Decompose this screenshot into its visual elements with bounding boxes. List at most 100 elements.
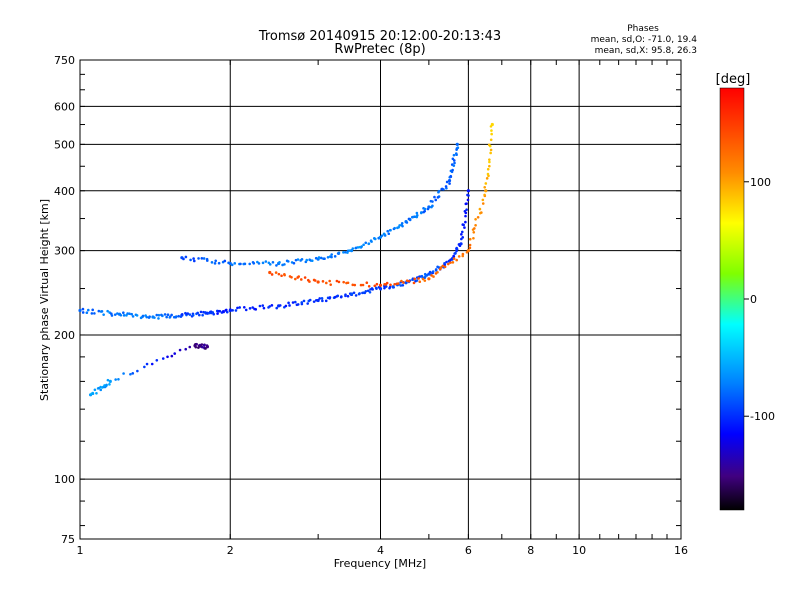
trace-point	[157, 317, 160, 320]
y-tick-label: 500	[54, 138, 75, 151]
data-points	[78, 122, 494, 397]
trace-point	[150, 362, 154, 366]
trace-point	[445, 180, 449, 184]
trace-point	[286, 260, 290, 263]
trace-point	[400, 279, 403, 283]
trace-point	[275, 306, 279, 310]
trace-point	[330, 253, 333, 256]
trace-point	[340, 295, 343, 298]
trace-point	[239, 262, 242, 266]
trace-point	[202, 310, 205, 314]
trace-point	[373, 284, 377, 288]
trace-point	[353, 283, 357, 287]
trace-point	[487, 143, 491, 147]
trace-point	[184, 255, 188, 259]
trace-point	[308, 280, 311, 283]
trace-point	[86, 308, 90, 312]
trace-point	[444, 185, 448, 188]
trace-point	[375, 287, 378, 290]
x-tick-label: 16	[674, 544, 688, 557]
trace-point	[393, 226, 396, 230]
trace-point	[401, 224, 404, 228]
trace-point	[337, 280, 341, 284]
trace-point	[464, 202, 468, 206]
data-point	[427, 277, 431, 281]
trace-point	[346, 294, 350, 298]
trace-point	[292, 261, 296, 265]
trace-point	[445, 260, 448, 264]
trace-point	[195, 342, 198, 346]
trace-point	[95, 391, 98, 395]
trace-point	[428, 270, 432, 274]
trace-point	[113, 313, 117, 316]
trace-point	[474, 217, 477, 221]
trace-point	[91, 308, 94, 312]
data-point	[228, 308, 232, 313]
trace-point	[486, 172, 490, 176]
data-point	[427, 205, 431, 209]
trace-point	[148, 315, 151, 318]
trace-point	[396, 282, 400, 285]
x-tick-label: 10	[572, 544, 586, 557]
data-point	[316, 280, 320, 284]
trace-point	[85, 311, 89, 315]
trace-point	[452, 257, 456, 260]
trace-point	[430, 274, 433, 277]
trace-point	[293, 300, 297, 304]
trace-point	[199, 310, 203, 314]
trace-point	[122, 311, 125, 315]
trace-point	[222, 310, 225, 314]
data-point	[466, 249, 470, 253]
trace-point	[443, 263, 447, 266]
trace-point	[261, 261, 265, 265]
trace-point	[488, 158, 491, 161]
gridlines	[80, 60, 681, 539]
trace-point	[308, 298, 312, 302]
trace-point	[278, 260, 281, 264]
trace-point	[258, 304, 262, 308]
trace-point	[375, 282, 379, 286]
trace-point	[337, 251, 341, 255]
trace-point	[131, 372, 135, 375]
trace-point	[224, 309, 227, 312]
trace-point	[122, 314, 126, 317]
trace-point	[306, 302, 309, 305]
trace-point	[214, 259, 218, 263]
trace-point	[335, 279, 339, 283]
trace-point	[468, 246, 472, 250]
data-point	[378, 283, 383, 287]
x-axis-label: Frequency [MHz]	[334, 557, 426, 570]
trace-point	[81, 311, 85, 314]
trace-point	[252, 262, 256, 265]
trace-point	[413, 277, 417, 281]
trace-point	[153, 316, 156, 319]
trace-point	[437, 195, 441, 198]
trace-point	[328, 296, 332, 299]
trace-point	[117, 377, 120, 381]
phase-stats-heading: Phases	[627, 24, 659, 34]
trace-point	[351, 283, 355, 287]
trace-point	[433, 195, 436, 199]
trace-point	[436, 270, 439, 274]
trace-point	[166, 313, 170, 317]
trace-point	[386, 229, 389, 233]
trace-point	[389, 283, 392, 287]
x-tick-label: 6	[465, 544, 472, 557]
trace-point	[173, 352, 177, 355]
data-point	[108, 379, 112, 383]
colorbar-ticks: 100 0 -100	[744, 176, 775, 423]
trace-point	[321, 299, 324, 303]
trace-point	[420, 274, 424, 278]
trace-point	[238, 306, 241, 309]
trace-point	[320, 297, 324, 300]
trace-point	[431, 270, 435, 273]
data-point	[490, 122, 494, 127]
trace-point	[367, 242, 371, 245]
trace-point	[223, 259, 227, 263]
trace-point	[370, 240, 373, 243]
trace-point	[131, 315, 135, 318]
trace-point	[466, 198, 470, 202]
trace-point	[287, 301, 290, 305]
trace-point	[192, 257, 195, 260]
trace-point	[490, 132, 493, 136]
